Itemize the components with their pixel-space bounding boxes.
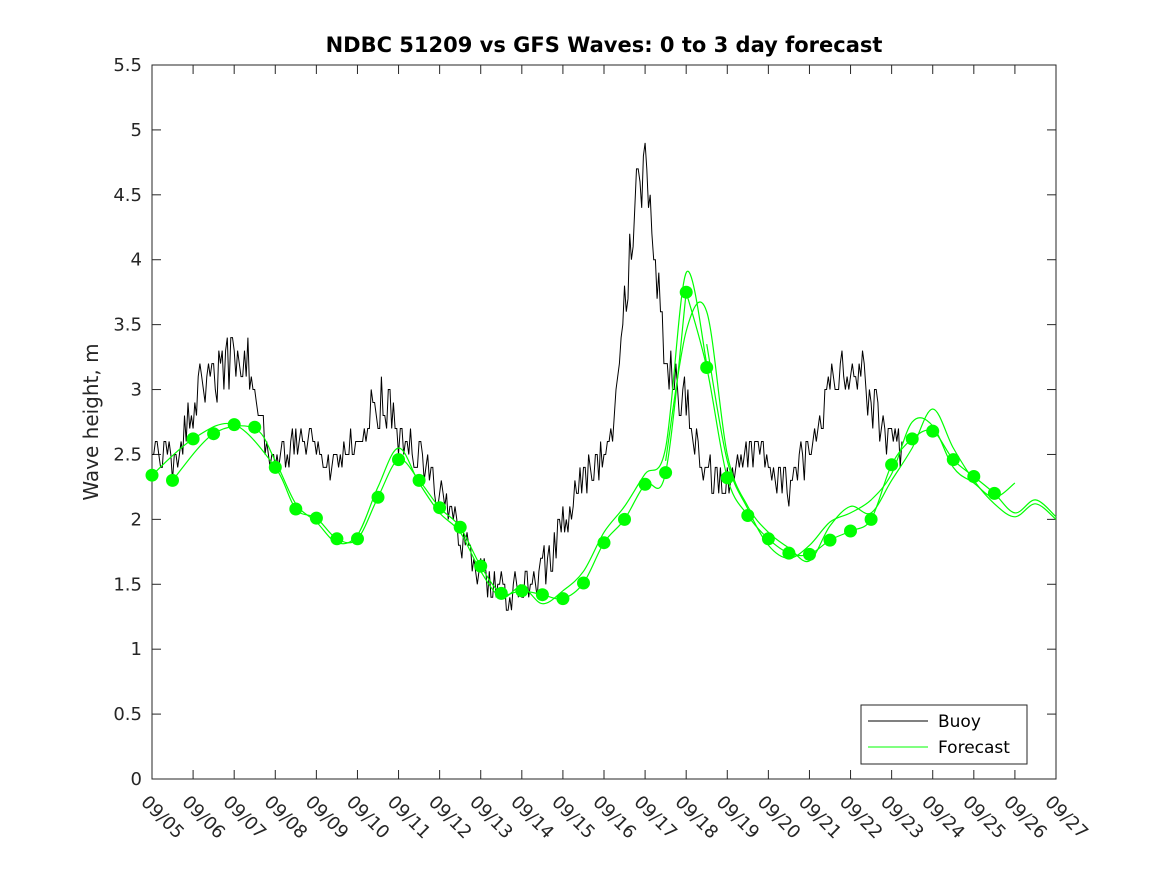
- forecast-marker: [577, 576, 590, 590]
- forecast-marker: [638, 477, 652, 491]
- forecast-marker: [289, 502, 303, 516]
- forecast-marker: [371, 490, 385, 504]
- forecast-marker: [351, 532, 364, 546]
- forecast-marker: [720, 471, 734, 485]
- y-axis-label: Wave height, m: [79, 343, 103, 500]
- forecast-marker: [700, 361, 714, 374]
- legend: Buoy Forecast: [860, 704, 1028, 765]
- y-tick-label: 4: [131, 250, 142, 271]
- forecast-marker: [207, 427, 221, 441]
- legend-forecast-label: Forecast: [938, 738, 1010, 758]
- forecast-marker: [597, 536, 611, 550]
- chart-title: NDBC 51209 vs GFS Waves: 0 to 3 day fore…: [326, 33, 883, 57]
- y-tick-label: 3: [131, 380, 142, 401]
- forecast-marker: [823, 533, 837, 547]
- forecast-marker: [926, 424, 940, 438]
- buoy-line: [152, 142, 903, 611]
- forecast-marker: [330, 532, 344, 546]
- y-axis: 0 0.5 1 1.5 2 2.5 3 3.5 4 4.5 5 5.5: [113, 55, 1056, 790]
- legend-buoy-label: Buoy: [938, 712, 981, 732]
- forecast-marker: [248, 420, 262, 434]
- forecast-marker: [145, 468, 159, 482]
- y-tick-label: 2.5: [113, 444, 142, 465]
- buoy-series: [152, 142, 903, 611]
- forecast-marker: [905, 432, 919, 446]
- y-tick-label: 0.5: [113, 704, 142, 725]
- forecast-marker: [782, 546, 796, 560]
- forecast-marker: [309, 511, 323, 525]
- y-tick-label: 1.5: [113, 574, 142, 595]
- forecast-marker: [864, 512, 878, 526]
- forecast-marker: [556, 592, 570, 606]
- forecast-marker: [967, 470, 981, 483]
- forecast-marker: [844, 524, 857, 538]
- y-tick-label: 0: [131, 769, 142, 790]
- forecast-marker: [412, 473, 426, 487]
- forecast-marker: [659, 466, 673, 480]
- forecast-marker: [474, 559, 488, 573]
- forecast-marker: [618, 512, 631, 526]
- y-tick-label: 5: [131, 120, 142, 141]
- forecast-marker: [679, 285, 693, 299]
- y-tick-label: 5.5: [113, 55, 142, 76]
- forecast-marker: [946, 453, 960, 467]
- forecast-marker: [227, 418, 241, 432]
- forecast-marker: [885, 458, 899, 472]
- forecast-marker: [761, 532, 775, 546]
- y-tick-label: 1: [131, 639, 142, 660]
- forecast-marker: [535, 588, 549, 602]
- forecast-marker: [494, 586, 508, 600]
- legend-box: [860, 704, 1028, 765]
- forecast-marker: [392, 453, 405, 467]
- plot-area: [151, 64, 1057, 780]
- forecast-marker: [433, 501, 447, 515]
- y-tick-label: 4.5: [113, 185, 142, 206]
- forecast-marker: [987, 486, 1001, 500]
- forecast-marker: [166, 473, 179, 487]
- forecast-marker: [268, 460, 282, 474]
- forecast-marker: [453, 520, 467, 534]
- y-tick-label: 2: [131, 509, 142, 530]
- forecast-markers: [145, 285, 1001, 606]
- forecast-marker: [803, 547, 816, 561]
- forecast-marker: [186, 432, 200, 446]
- forecast-line: [665, 301, 1057, 563]
- y-tick-label: 3.5: [113, 315, 142, 336]
- forecast-marker: [515, 584, 529, 598]
- forecast-marker: [741, 509, 755, 522]
